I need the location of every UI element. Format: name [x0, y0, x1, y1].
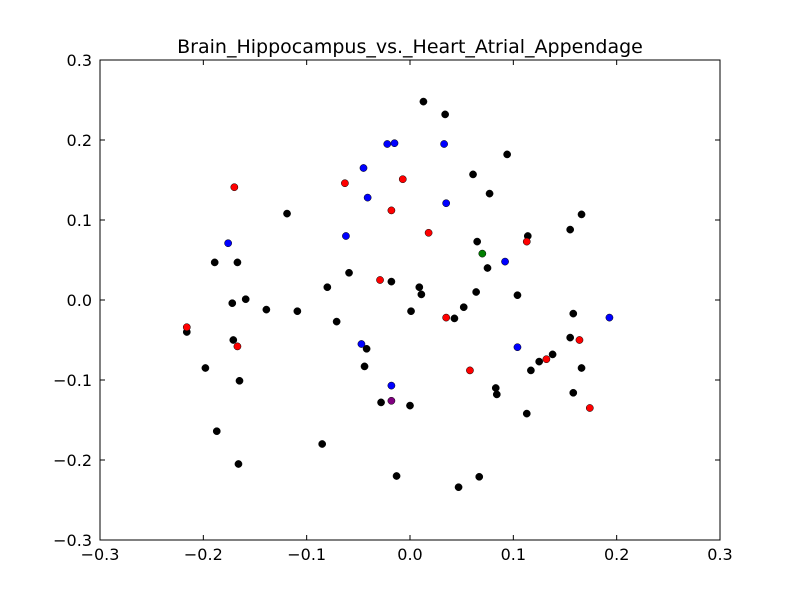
scatter-point: [542, 355, 551, 364]
x-tick-label: −0.3: [81, 545, 120, 564]
scatter-point: [466, 366, 474, 375]
scatter-point: [398, 175, 407, 184]
x-tick-label: −0.1: [287, 545, 326, 564]
x-tick-label: 0.1: [501, 545, 526, 564]
scatter-point: [229, 336, 238, 344]
scatter-point: [230, 183, 239, 192]
y-tick-label: −0.1: [53, 371, 92, 390]
scatter-point: [363, 193, 372, 202]
scatter-point: [332, 317, 341, 326]
y-tick-label: 0.0: [67, 291, 92, 310]
scatter-point: [569, 309, 578, 318]
scatter-point: [513, 291, 522, 300]
scatter-point: [569, 388, 578, 397]
scatter-point: [341, 179, 349, 188]
scatter-point: [376, 276, 384, 284]
x-tick-label: 0.3: [707, 545, 732, 564]
scatter-point: [450, 314, 459, 323]
scatter-point: [345, 268, 353, 277]
plot-area: [100, 60, 720, 540]
scatter-point: [210, 258, 219, 267]
scatter-point: [323, 283, 332, 292]
x-tick-label: 0.0: [397, 545, 422, 564]
scatter-point: [483, 264, 492, 272]
scatter-point: [293, 307, 302, 316]
scatter-point: [262, 305, 271, 314]
scatter-point: [442, 313, 451, 322]
scatter-point: [522, 237, 531, 246]
scatter-point: [390, 139, 399, 148]
scatter-point: [503, 150, 511, 159]
plot-frame: [99, 59, 721, 541]
scatter-point: [415, 283, 424, 292]
chart-title: Brain_Hippocampus_vs._Heart_Atrial_Appen…: [177, 36, 643, 58]
scatter-point: [535, 357, 544, 366]
scatter-point: [469, 170, 477, 179]
scatter-point: [228, 299, 237, 308]
scatter-point: [492, 390, 501, 399]
scatter-point: [577, 210, 586, 219]
scatter-point: [475, 472, 484, 481]
scatter-point: [459, 303, 468, 312]
scatter-point: [342, 232, 350, 240]
scatter-point: [387, 381, 396, 390]
scatter-point: [566, 333, 575, 342]
axis-ticks: −0.3 −0.2 −0.1 0.0 0.1 0.2 0.3 −0.3 −0.2 −0.1 0.0 0…: [53, 51, 733, 564]
y-tick-label: −0.2: [53, 451, 92, 470]
scatter-point: [527, 366, 535, 375]
x-tick-label: −0.2: [184, 545, 223, 564]
scatter-point: [417, 290, 426, 299]
scatter-point: [513, 343, 522, 352]
scatter-point: [392, 472, 401, 480]
scatter-point: [605, 313, 614, 322]
scatter-point: [491, 384, 500, 392]
scatter-point: [212, 427, 221, 436]
data-points: [182, 97, 614, 492]
scatter-point: [419, 97, 428, 106]
scatter-point: [485, 189, 494, 198]
scatter-point: [441, 110, 449, 119]
scatter-point: [501, 257, 509, 266]
y-tick-label: −0.3: [53, 531, 92, 550]
scatter-point: [522, 409, 531, 418]
x-tick-label: 0.2: [604, 545, 629, 564]
scatter-point: [182, 323, 191, 332]
scatter-point: [201, 364, 210, 372]
scatter-point: [454, 483, 463, 492]
scatter-point: [224, 239, 232, 248]
scatter-point: [407, 307, 415, 316]
scatter-point: [362, 344, 371, 353]
scatter-point: [233, 258, 242, 267]
scatter-point: [359, 164, 368, 172]
scatter-point: [440, 140, 448, 148]
scatter-point: [577, 364, 586, 372]
scatter-point: [406, 401, 414, 410]
scatter-point: [478, 249, 487, 258]
scatter-point: [387, 206, 396, 215]
scatter-point: [548, 350, 557, 359]
y-tick-label: 0.1: [67, 211, 92, 230]
scatter-point: [357, 340, 366, 348]
scatter-point: [387, 277, 396, 286]
scatter-point: [442, 199, 451, 208]
scatter-point: [424, 228, 433, 237]
scatter-point: [473, 237, 482, 246]
scatter-point: [566, 225, 575, 234]
y-tick-label: 0.2: [67, 131, 92, 150]
scatter-point: [585, 404, 594, 412]
scatter-point: [235, 376, 244, 385]
scatter-point: [387, 396, 396, 405]
scatter-point: [383, 140, 392, 148]
scatter-point: [241, 295, 250, 304]
scatter-point: [377, 398, 385, 407]
scatter-point: [233, 342, 242, 351]
y-tick-label: 0.3: [67, 51, 92, 70]
scatter-point: [318, 440, 327, 448]
scatter-point: [575, 336, 584, 344]
scatter-point: [472, 288, 480, 296]
scatter-point: [234, 460, 243, 468]
scatter-point: [283, 209, 291, 218]
scatter-point: [360, 362, 369, 371]
